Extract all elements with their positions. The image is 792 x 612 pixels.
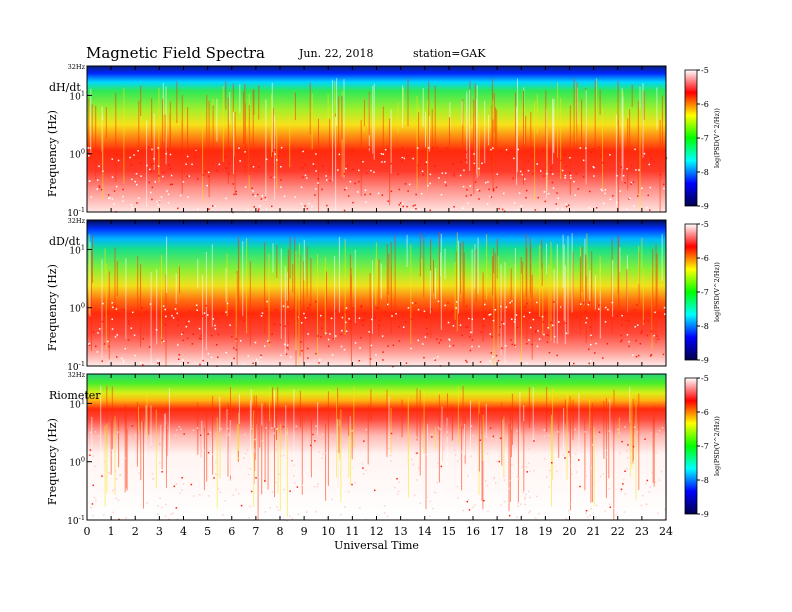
colorbar-tick-label: -6 xyxy=(701,254,709,263)
station-label: station=GAK xyxy=(413,47,486,60)
colorbar-tick-label: -9 xyxy=(701,202,709,211)
y-tick-label: 32Hz xyxy=(68,217,86,225)
x-tick-label: 16 xyxy=(466,525,480,538)
colorbar-tick-label: -5 xyxy=(701,220,709,229)
x-tick-label: 21 xyxy=(587,525,601,538)
x-tick-label: 15 xyxy=(442,525,456,538)
colorbar-tick-label: -6 xyxy=(701,100,709,109)
colorbar-tick-label: -5 xyxy=(701,374,709,383)
y-tick-label: 32Hz xyxy=(68,371,86,379)
x-tick-label: 2 xyxy=(132,525,139,538)
x-tick-label: 20 xyxy=(563,525,577,538)
heatmap-speckle xyxy=(88,300,666,368)
colorbar-scale xyxy=(684,377,698,515)
colorbar-tick-label: -9 xyxy=(701,356,709,365)
colorbar-label: log(PSD(V^2/Hz)) xyxy=(713,108,721,168)
y-tick-label: 100 xyxy=(69,148,85,161)
figure-title: Magnetic Field Spectra xyxy=(86,44,265,62)
heatmap-field xyxy=(87,374,666,520)
y-tick-label: 10-1 xyxy=(67,514,85,527)
colorbar: -5 -6 -7 -8 -9 log(PSD(V^2/Hz)) xyxy=(684,66,721,211)
y-axis-label: Frequency (Hz) xyxy=(46,110,59,197)
x-tick-label: 9 xyxy=(301,525,308,538)
panel-label: dD/dt xyxy=(49,235,81,248)
x-tick-label: 5 xyxy=(204,525,211,538)
y-tick-label: 100 xyxy=(69,456,85,469)
colorbar: -5 -6 -7 -8 -9 log(PSD(V^2/Hz)) xyxy=(684,220,721,365)
x-tick-label: 18 xyxy=(514,525,528,538)
figure-header: Magnetic Field Spectra Jun. 22, 2018 sta… xyxy=(0,0,792,64)
colorbar-tick-label: -5 xyxy=(701,66,709,75)
x-tick-label: 23 xyxy=(635,525,649,538)
colorbar-scale xyxy=(684,223,698,361)
heatmap-field xyxy=(87,66,666,212)
x-tick-label: 13 xyxy=(394,525,408,538)
y-axis-label: Frequency (Hz) xyxy=(46,264,59,351)
colorbar-tick-label: -8 xyxy=(701,476,709,485)
x-tick-label: 14 xyxy=(418,525,432,538)
x-tick-label: 0 xyxy=(84,525,91,538)
colorbar-label: log(PSD(V^2/Hz)) xyxy=(713,416,721,476)
x-tick-label: 7 xyxy=(252,525,259,538)
figure-date: Jun. 22, 2018 xyxy=(299,47,374,60)
colorbar-tick-label: -8 xyxy=(701,322,709,331)
colorbar-scale xyxy=(684,69,698,207)
x-tick-label: 17 xyxy=(490,525,504,538)
x-tick-label: 24 xyxy=(659,525,673,538)
y-tick-label: 32Hz xyxy=(68,63,86,71)
x-tick-label: 12 xyxy=(370,525,384,538)
colorbar-label: log(PSD(V^2/Hz)) xyxy=(713,262,721,322)
colorbar-tick-label: -7 xyxy=(701,134,709,143)
colorbar-tick-label: -8 xyxy=(701,168,709,177)
x-tick-label: 4 xyxy=(180,525,187,538)
colorbar-tick-label: -7 xyxy=(701,288,709,297)
colorbar: -5 -6 -7 -8 -9 log(PSD(V^2/Hz)) xyxy=(684,374,721,519)
heatmap-texture xyxy=(91,385,667,520)
heatmap-texture xyxy=(88,78,663,212)
panel-label: dH/dt xyxy=(49,81,81,94)
x-tick-label: 8 xyxy=(277,525,284,538)
x-tick-label: 19 xyxy=(538,525,552,538)
x-tick-label: 22 xyxy=(611,525,625,538)
x-tick-label: 6 xyxy=(228,525,235,538)
x-tick-label: 3 xyxy=(156,525,163,538)
panel-label: Riometer xyxy=(49,389,101,402)
y-tick-label: 100 xyxy=(69,302,85,315)
heatmap-texture xyxy=(88,231,663,366)
x-axis-label: Universal Time xyxy=(334,539,419,552)
x-tick-label: 11 xyxy=(345,525,359,538)
colorbar-tick-label: -9 xyxy=(701,510,709,519)
heatmap-field xyxy=(87,220,666,366)
heatmap-speckle xyxy=(89,425,668,522)
x-tick-label: 10 xyxy=(321,525,335,538)
y-axis-label: Frequency (Hz) xyxy=(46,418,59,505)
colorbar-tick-label: -6 xyxy=(701,408,709,417)
x-tick-label: 1 xyxy=(108,525,115,538)
colorbar-tick-label: -7 xyxy=(701,442,709,451)
